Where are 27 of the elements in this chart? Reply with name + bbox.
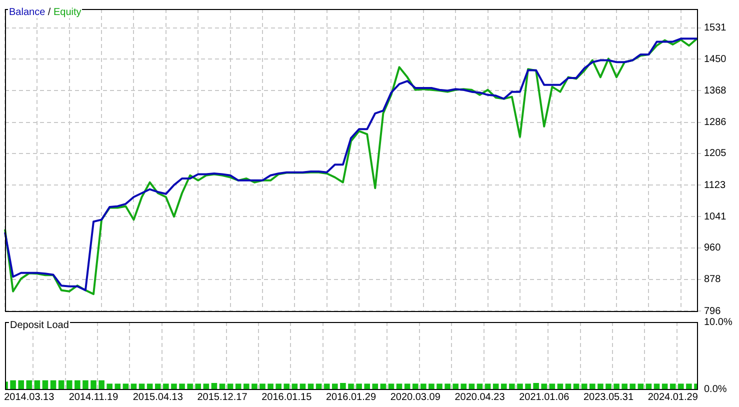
y-tick-label: 1531 bbox=[704, 22, 727, 34]
y-tick-label: 1041 bbox=[704, 211, 727, 222]
x-tick-label: 2020.03.09 bbox=[390, 392, 441, 403]
annotation: / bbox=[46, 7, 52, 18]
text: Balance bbox=[9, 7, 46, 18]
x-tick-label: 2014.11.19 bbox=[68, 392, 119, 403]
x-tick-label: 2016.01.29 bbox=[326, 392, 376, 403]
y-tick-label: 878 bbox=[704, 274, 722, 286]
y-tick-label: 1205 bbox=[704, 148, 727, 160]
y-tick-label: 0.0% bbox=[704, 384, 727, 395]
x-tick-label: 2014.03.13 bbox=[4, 392, 55, 403]
x-tick-label: 2024.01.29 bbox=[648, 392, 698, 403]
y-tick-label: 796 bbox=[704, 306, 722, 317]
x-tick-label: 2016.01.15 bbox=[262, 392, 312, 403]
x-tick-label: 2021.01.06 bbox=[519, 392, 570, 403]
y-tick-label: 10.0% bbox=[704, 316, 732, 328]
y-tick-label: 1368 bbox=[704, 85, 727, 96]
y-tick-label: 1286 bbox=[704, 117, 727, 128]
x-tick-label: 2023.05.31 bbox=[583, 392, 634, 403]
y-tick-label: 960 bbox=[704, 242, 722, 254]
text: Equity bbox=[53, 7, 82, 18]
y-tick-label: 1450 bbox=[704, 54, 727, 65]
x-tick-label: 2015.04.13 bbox=[132, 392, 184, 403]
x-tick-label: 2020.04.23 bbox=[454, 392, 506, 403]
x-tick-label: 2015.12.17 bbox=[197, 392, 248, 403]
y-tick-label: 1123 bbox=[704, 180, 726, 191]
chart-title: Deposit Load bbox=[9, 320, 70, 331]
